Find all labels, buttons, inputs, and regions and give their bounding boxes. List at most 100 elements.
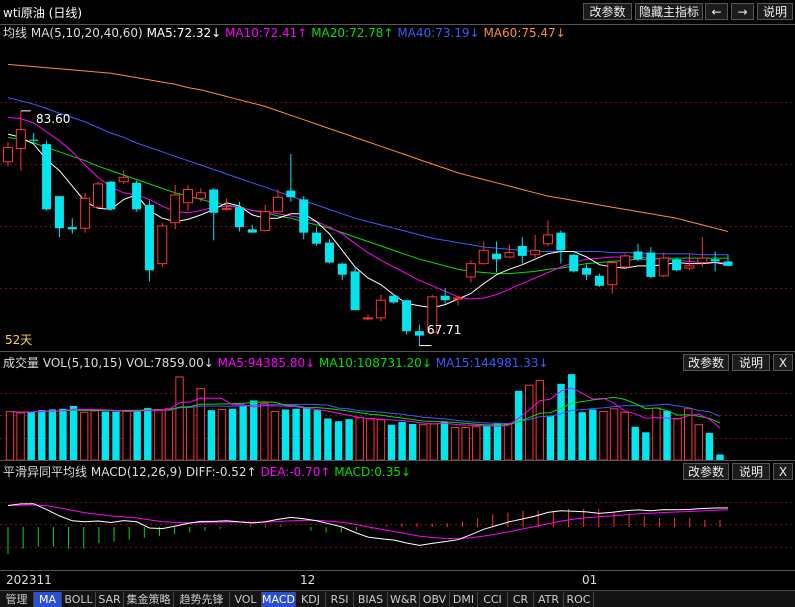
tab-macd[interactable]: MACD [262, 592, 296, 607]
candle-body [118, 176, 129, 183]
candle-body [478, 249, 489, 265]
volume-chart[interactable] [0, 370, 795, 460]
candle-body [260, 211, 271, 231]
tab-roc[interactable]: ROC [564, 592, 594, 607]
tab-dmi[interactable]: DMI [450, 592, 478, 607]
vol-help-button[interactable]: 说明 [732, 354, 770, 371]
prev-arrow-icon[interactable]: ← [705, 3, 728, 20]
ma20-line [7, 136, 728, 275]
volume-bar [112, 411, 120, 460]
macd-close-icon[interactable]: X [773, 463, 793, 480]
candle-body [67, 227, 77, 230]
volume-bar [716, 454, 724, 460]
tab-5[interactable]: 趋势先锋 [174, 592, 230, 607]
next-arrow-icon[interactable]: → [731, 3, 754, 20]
volume-bar [79, 411, 89, 460]
volume-bar [90, 410, 99, 460]
tab-boll[interactable]: BOLL [62, 592, 96, 607]
candle-body [144, 204, 154, 271]
volume-bar [59, 408, 67, 460]
candle-body [465, 263, 476, 278]
volume-bar [493, 423, 502, 460]
volume-bar [175, 376, 184, 460]
ma40-value: MA40:73.19↓ [397, 26, 480, 40]
candle-body [29, 139, 39, 141]
help-button[interactable]: 说明 [757, 3, 793, 20]
candle-body [286, 190, 296, 198]
volume-bar [164, 408, 174, 460]
candle-body [607, 262, 618, 286]
vol-params-button[interactable]: 改参数 [683, 354, 729, 371]
volume-bar [313, 410, 322, 460]
tab-0[interactable]: 管理 [0, 592, 34, 607]
tab-4[interactable]: 集金策略 [124, 592, 174, 607]
volume-bar [472, 426, 481, 460]
candle-body [504, 252, 515, 258]
ma60-line [7, 63, 729, 232]
volume-bar [461, 426, 470, 460]
params-button[interactable]: 改参数 [583, 3, 632, 20]
macd-params-button[interactable]: 改参数 [683, 463, 729, 480]
volume-bar [48, 409, 57, 460]
volume-bar [609, 408, 619, 460]
volume-bar [663, 410, 671, 460]
volume-bar [239, 406, 247, 460]
volume-bar [652, 407, 661, 460]
volume-bar [535, 379, 545, 460]
candle-body [350, 271, 360, 311]
candle-body [106, 181, 116, 210]
candle-body [80, 197, 91, 229]
tab-rsi[interactable]: RSI [326, 592, 354, 607]
candle-body [440, 295, 450, 301]
volume-bar [334, 421, 343, 460]
volume-bar [620, 411, 629, 460]
candle-body [157, 225, 168, 265]
tab-cci[interactable]: CCI [478, 592, 508, 607]
tab-wr[interactable]: W&R [388, 592, 420, 607]
candle-body [15, 129, 26, 150]
tab-kdj[interactable]: KDJ [296, 592, 326, 607]
volume-bar [440, 421, 449, 460]
volume-bar [546, 415, 555, 460]
macd-help-button[interactable]: 说明 [732, 463, 770, 480]
main-indicator-name: 均线 [3, 26, 28, 40]
candle-body [684, 265, 695, 269]
candle-body [170, 194, 181, 224]
dea-value: DEA:-0.70↑ [260, 465, 331, 479]
vol-indicator-formula: VOL(5,10,15) [42, 356, 123, 370]
tab-atr[interactable]: ATR [534, 592, 564, 607]
volume-bar [503, 423, 513, 460]
macd-chart[interactable] [0, 479, 795, 569]
tab-bias[interactable]: BIAS [354, 592, 388, 607]
chart-title: wti原油 (日线) [3, 6, 83, 20]
candle-body [453, 297, 463, 300]
volume-bar [589, 409, 597, 460]
candle-body [402, 300, 412, 332]
candle-body [492, 253, 502, 260]
tab-obv[interactable]: OBV [420, 592, 450, 607]
volume-bar [27, 411, 35, 460]
price-chart[interactable] [0, 40, 795, 350]
tab-cr[interactable]: CR [508, 592, 534, 607]
candle-body [658, 257, 669, 277]
vol-close-icon[interactable]: X [773, 354, 793, 371]
macd-indicator-name: 平滑异同平均线 [3, 465, 88, 479]
period-label: 52天 [5, 333, 33, 347]
candle-body [209, 189, 219, 213]
header-bar: wti原油 (日线) 改参数 隐藏主指标 ← → 说明 [0, 0, 795, 25]
volume-bar [207, 410, 216, 460]
hide-main-indicator-button[interactable]: 隐藏主指标 [635, 3, 703, 20]
diff-value: DIFF:-0.52↑ [185, 465, 257, 479]
tab-sar[interactable]: SAR [96, 592, 124, 607]
tab-ma[interactable]: MA [34, 592, 62, 607]
candle-body [582, 268, 592, 275]
tab-vol[interactable]: VOL [230, 592, 262, 607]
ma20-value: MA20:72.78↑ [311, 26, 394, 40]
volume-bar [281, 409, 290, 460]
candle-body [54, 196, 64, 229]
volume-bar [398, 421, 406, 460]
ma60-value: MA60:75.47↓ [483, 26, 566, 40]
volume-bar [69, 406, 78, 460]
candle-body [299, 199, 309, 233]
candle-body [517, 245, 527, 256]
